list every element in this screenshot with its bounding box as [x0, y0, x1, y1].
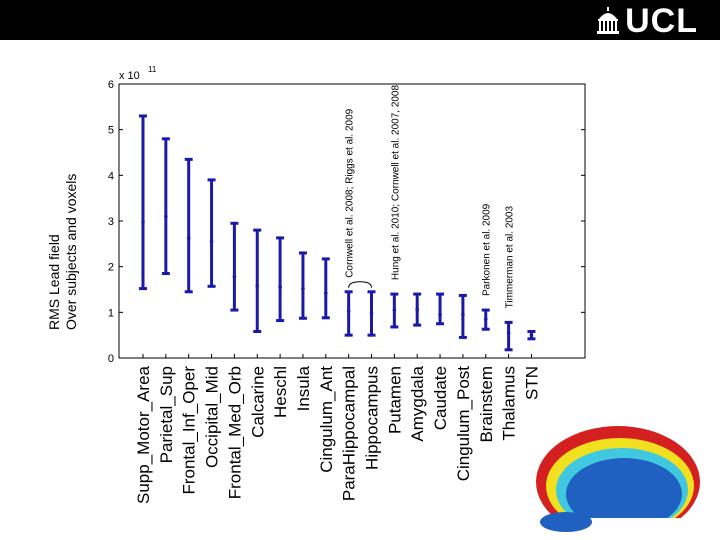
mean-point: [255, 284, 260, 288]
mean-point: [392, 308, 397, 312]
mean-point: [141, 220, 145, 224]
mean-point: [438, 312, 442, 317]
y-tick-label: 6: [108, 79, 114, 91]
brain-inner-layer: [566, 458, 682, 530]
annotation-label: Cornwell et al. 2008; Riggs et al. 2009: [345, 108, 356, 277]
mean-point: [278, 285, 282, 290]
mean-point: [483, 317, 488, 321]
x-tick-label: STN: [522, 366, 541, 400]
mean-point: [506, 331, 511, 335]
x-tick-label: Frontal_Inf_Oper: [180, 366, 199, 495]
logo-text: UCL: [625, 2, 698, 40]
y-exponent: 11: [148, 65, 157, 74]
x-tick-label: Occipital_Mid: [203, 366, 222, 468]
annotation-label: Timmerman et al. 2003: [505, 205, 516, 308]
mean-point: [209, 239, 214, 244]
mean-point: [346, 309, 351, 314]
x-tick-label: Cingulum_Ant: [317, 366, 336, 473]
y-tick-label: 1: [108, 307, 114, 319]
y-tick-label: 4: [108, 170, 114, 182]
mean-point: [415, 307, 420, 312]
x-tick-label: Insula: [294, 365, 313, 411]
annotation-label: Hung et al. 2010; Cornwell et al. 2007, …: [390, 84, 401, 280]
x-tick-label: ParaHippocampal: [340, 366, 359, 501]
x-tick-label: Putamen: [385, 366, 404, 434]
x-tick-label: Parietal_Sup: [157, 366, 176, 463]
y-tick-label: 3: [108, 216, 114, 228]
y-tick-label: 5: [108, 125, 114, 137]
x-tick-label: Amygdala: [408, 365, 427, 441]
annotation-label: Parkonen et al. 2009: [482, 203, 493, 296]
mean-point: [369, 311, 374, 316]
brain-stem-region: [540, 512, 592, 532]
y-tick-label: 2: [108, 262, 114, 274]
x-tick-label: Caudate: [431, 366, 450, 430]
mean-point: [461, 312, 465, 317]
x-tick-label: Hippocampus: [363, 366, 382, 470]
ucl-logo: UCL: [595, 4, 698, 38]
x-tick-label: Heschl: [271, 366, 290, 418]
x-tick-label: Brainstem: [477, 366, 496, 443]
mean-point: [301, 286, 305, 291]
annotation-bracket: [348, 281, 372, 288]
x-tick-label: Frontal_Med_Orb: [225, 366, 244, 499]
x-tick-label: Calcarine: [248, 366, 267, 438]
mean-point: [164, 214, 168, 219]
x-tick-label: Thalamus: [500, 366, 519, 441]
x-tick-label: Cingulum_Post: [454, 366, 473, 482]
x-tick-label: Supp_Motor_Area: [134, 365, 153, 504]
mean-point: [324, 291, 328, 295]
mean-point: [232, 274, 237, 279]
y-tick-label: 0: [108, 353, 114, 365]
mean-point: [186, 236, 191, 241]
ucl-portico-icon: [597, 7, 620, 34]
y-exponent-label: x 10: [119, 70, 140, 82]
mean-point: [529, 333, 534, 337]
brain-lead-field-image: [536, 426, 706, 535]
